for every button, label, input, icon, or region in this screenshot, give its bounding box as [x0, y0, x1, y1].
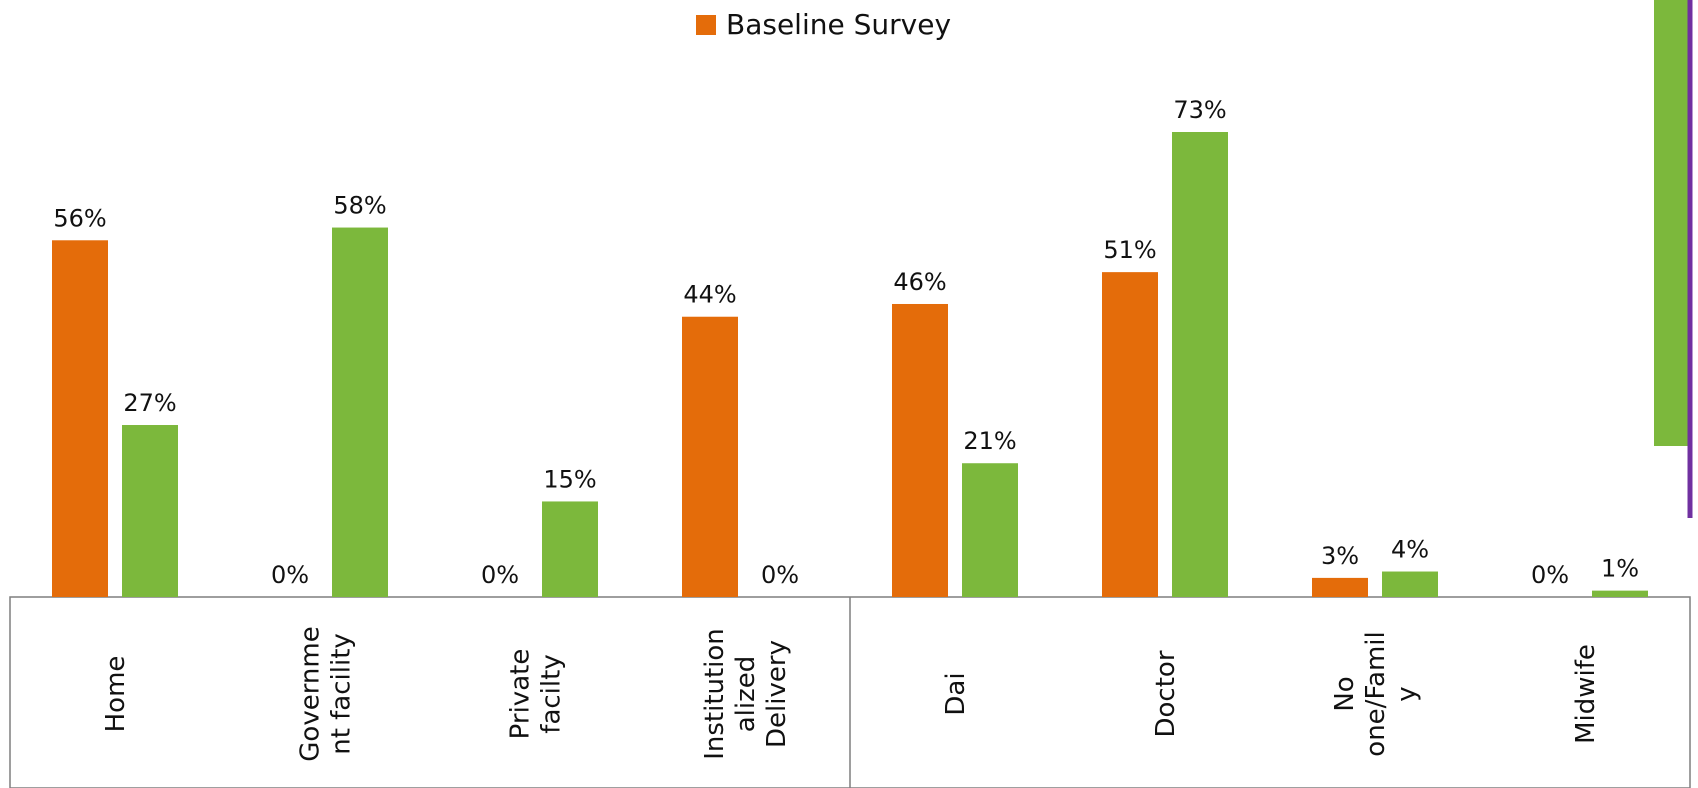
data-label: 58% [333, 192, 386, 220]
data-label: 15% [543, 465, 596, 493]
bar-baseline-4 [892, 303, 948, 597]
data-label: 27% [123, 389, 176, 417]
category-label: Doctor [1151, 650, 1181, 737]
category-label-line: Doctor [1151, 650, 1181, 737]
data-label: 0% [1531, 561, 1569, 589]
category-label: Midwife [1571, 644, 1601, 744]
category-label: Dai [941, 672, 971, 715]
category-label-line: Governme [296, 626, 326, 761]
category-label-line: nt facility [327, 633, 357, 755]
category-label: Private facilty [506, 649, 567, 740]
data-label: 21% [963, 427, 1016, 455]
category-label-line: one/Famil [1361, 631, 1391, 756]
bar-series2-7 [1592, 590, 1648, 597]
bar-series2-6 [1382, 571, 1438, 597]
data-label: 0% [761, 561, 799, 589]
chart-legend: Baseline Survey [696, 8, 951, 41]
category-label-line: No [1330, 676, 1360, 711]
category-label-line: facilty [537, 654, 567, 733]
category-label-line: y [1392, 686, 1422, 701]
data-label: 1% [1601, 555, 1639, 583]
data-label: 0% [481, 561, 519, 589]
side-accent-bar [1654, 0, 1690, 446]
category-label: Institution alized Delivery [700, 628, 792, 760]
data-label: 46% [893, 268, 946, 296]
category-label-line: Home [101, 656, 131, 733]
data-label: 44% [683, 281, 736, 309]
data-label: 3% [1321, 542, 1359, 570]
data-label: 4% [1391, 536, 1429, 564]
bar-baseline-3 [682, 316, 738, 597]
category-label: Governme nt facility [296, 626, 357, 761]
category-label-line: Private [506, 649, 536, 740]
bar-series2-2 [542, 501, 598, 597]
data-label: 0% [271, 561, 309, 589]
legend-swatch-baseline [696, 14, 716, 35]
bar-baseline-5 [1102, 272, 1158, 597]
bar-baseline-6 [1312, 577, 1368, 597]
bar-series2-1 [332, 227, 388, 597]
bar-series2-4 [962, 463, 1018, 597]
data-label: 73% [1173, 96, 1226, 124]
bar-series2-5 [1172, 132, 1228, 597]
category-label-line: Delivery [762, 640, 792, 748]
bar-baseline-0 [52, 240, 108, 598]
data-label: 51% [1103, 236, 1156, 264]
category-label-line: Institution [700, 628, 730, 760]
data-label: 56% [53, 204, 106, 232]
category-label: Home [101, 656, 131, 733]
legend-label-baseline: Baseline Survey [726, 8, 952, 41]
category-label: No one/Famil y [1330, 631, 1422, 756]
category-label-line: Dai [941, 672, 971, 715]
category-label-line: Midwife [1571, 644, 1601, 744]
category-label-line: alized [731, 656, 761, 733]
bar-series2-0 [122, 425, 178, 597]
